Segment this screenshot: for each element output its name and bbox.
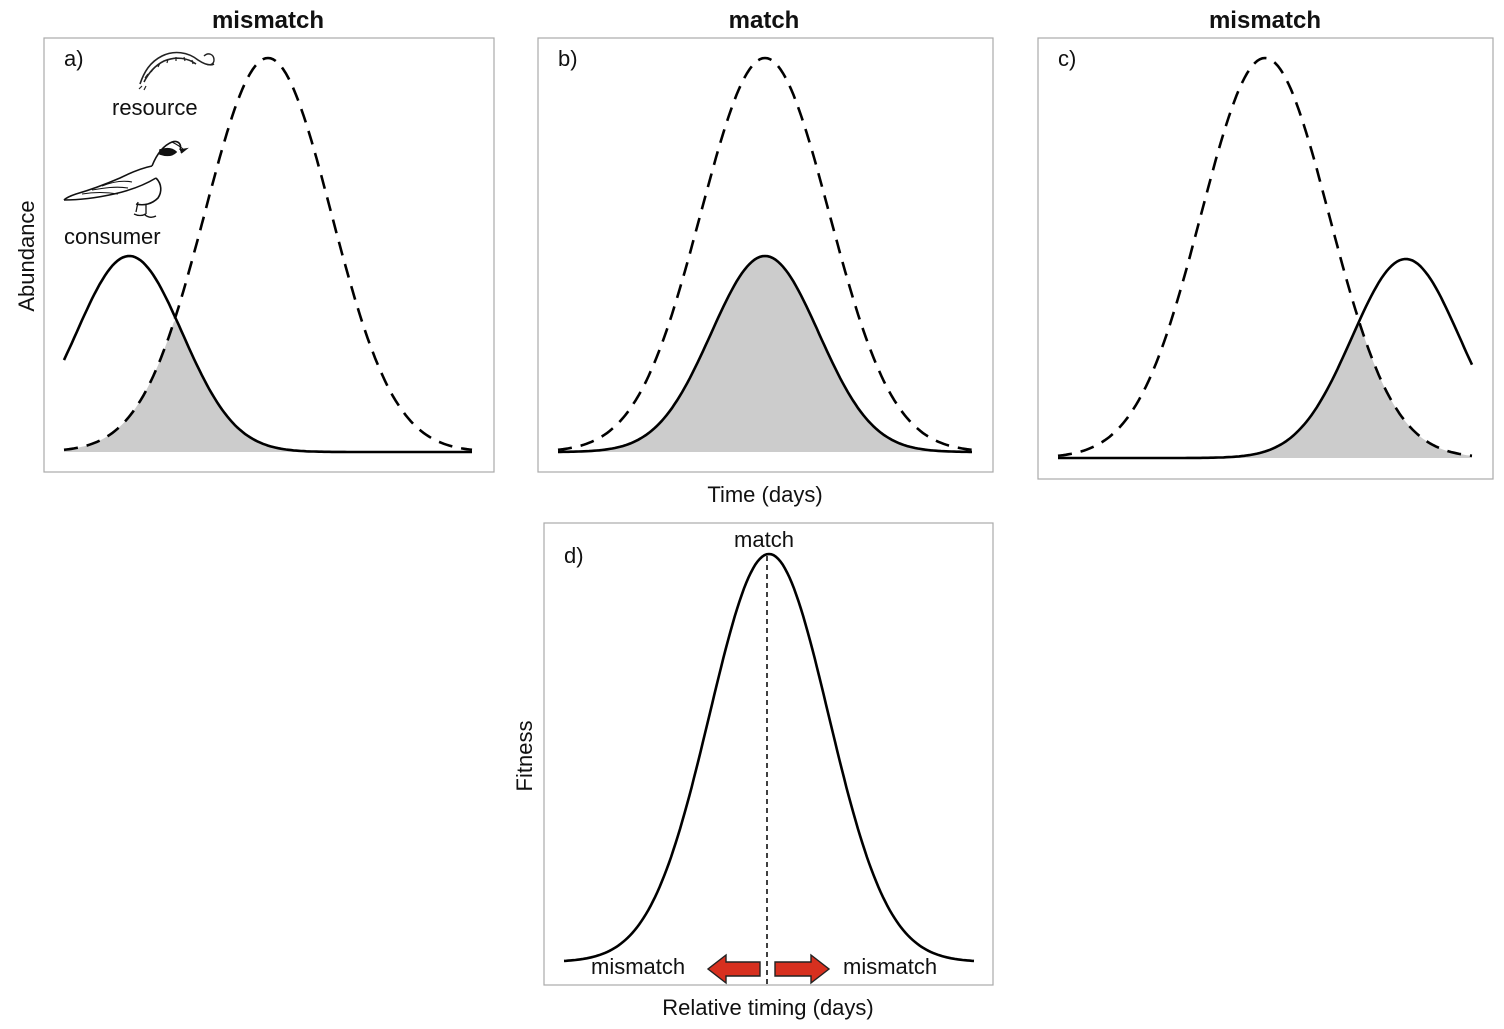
panel-b-label: b) (558, 46, 578, 71)
right-arrow-icon (774, 953, 831, 985)
x-axis-time: Time (days) (707, 482, 822, 507)
panel-a-label: a) (64, 46, 84, 71)
panel-d-match-label: match (734, 527, 794, 552)
resource-label: resource (112, 95, 198, 120)
consumer-label: consumer (64, 224, 161, 249)
panel-b-resource-curve (557, 56, 973, 452)
y-axis-fitness: Fitness (512, 721, 537, 792)
panel-c-title: mismatch (1209, 7, 1321, 34)
panel-d-left-mismatch: mismatch (591, 954, 685, 979)
panel-a-overlap-area (64, 319, 472, 452)
panel-b-consumer-curve (558, 254, 972, 454)
panel-d-right-mismatch: mismatch (843, 954, 937, 979)
panel-a-title: mismatch (212, 7, 324, 34)
panel-c-frame (1037, 37, 1494, 480)
panel-c-label: c) (1058, 46, 1076, 71)
left-arrow-icon (706, 953, 761, 985)
x-axis-relative-timing: Relative timing (days) (662, 995, 874, 1020)
panel-b-overlap-area (558, 256, 972, 452)
y-axis-abundance: Abundance (14, 200, 39, 311)
panel-c-resource-curve (1057, 56, 1473, 458)
panel-c-consumer-curve (1058, 257, 1474, 460)
bird-icon (63, 140, 189, 218)
panel-c-overlap-area (1058, 323, 1472, 458)
panel-c: c) (1037, 37, 1494, 480)
panel-b-title: match (729, 7, 800, 34)
panel-a-consumer-curve (62, 254, 472, 454)
panel-d-label: d) (564, 543, 584, 568)
panel-a-frame (43, 37, 495, 473)
caterpillar-icon (138, 51, 215, 91)
panel-b: b) Time (days) (537, 37, 994, 507)
panel-d-fitness-curve (563, 552, 975, 963)
panel-d-frame (543, 522, 994, 986)
panel-d: d) match mismatch mismatch Fitness Relat… (512, 522, 994, 1020)
panel-a: a) resource consumer Abundance (14, 37, 495, 473)
panel-a-resource-curve (63, 56, 473, 452)
